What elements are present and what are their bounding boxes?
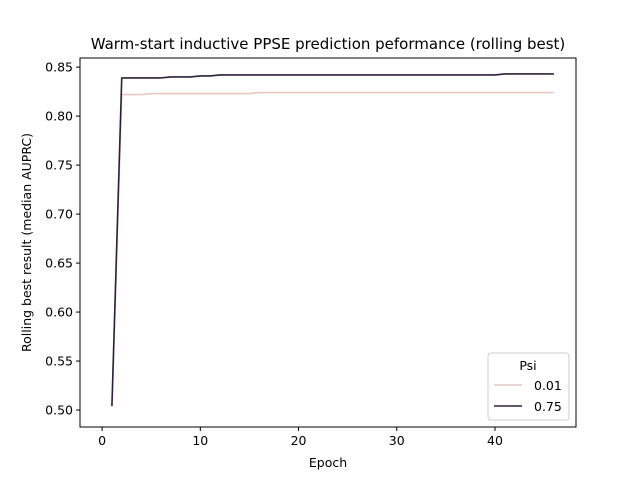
y-tick-label: 0.65 (45, 256, 73, 271)
series-layer (111, 73, 554, 407)
x-axis: 0 10 20 30 40 (98, 427, 503, 448)
y-tick-label: 0.50 (45, 403, 73, 418)
legend: Psi 0.01 0.75 (487, 352, 570, 421)
plot-frame (79, 57, 577, 428)
legend-title: Psi (519, 358, 536, 373)
y-axis: 0.50 0.55 0.60 0.65 0.70 0.75 0.80 0.85 (45, 60, 80, 418)
x-tick-label: 30 (389, 433, 405, 448)
legend-entry-series-2: 0.75 (534, 399, 562, 414)
y-tick-label: 0.85 (45, 60, 73, 75)
y-tick-label: 0.75 (45, 158, 73, 173)
legend-frame (487, 352, 570, 421)
y-tick-label: 0.80 (45, 109, 73, 124)
chart-title: Warm-start inductive PPSE prediction pef… (91, 35, 566, 53)
series-line-2 (111, 73, 554, 407)
x-tick-label: 40 (487, 433, 503, 448)
y-tick-label: 0.70 (45, 207, 73, 222)
legend-entry-series-1: 0.01 (534, 378, 562, 393)
x-axis-label: Epoch (309, 455, 347, 470)
x-tick-label: 20 (291, 433, 307, 448)
x-tick-label: 0 (98, 433, 106, 448)
x-tick-label: 10 (192, 433, 208, 448)
y-axis-label: Rolling best result (median AUPRC) (19, 133, 34, 352)
y-tick-label: 0.60 (45, 305, 73, 320)
series-line-1 (111, 91, 554, 407)
y-tick-label: 0.55 (45, 354, 73, 369)
